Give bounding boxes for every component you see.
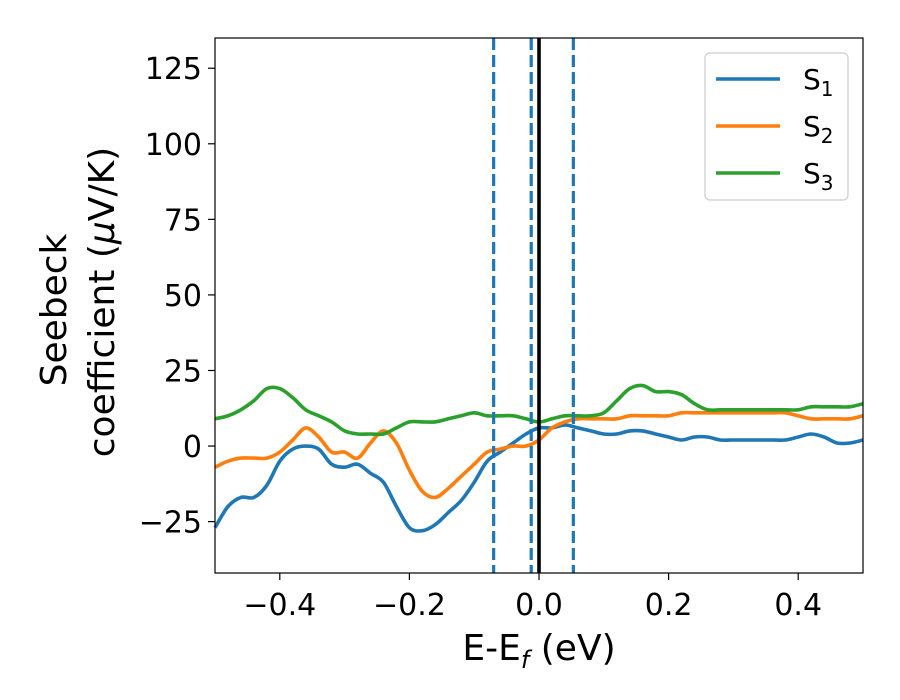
svg-text:coefficient (μV/K): coefficient (μV/K)	[82, 147, 123, 457]
y-axis-label-line1: Seebeck	[34, 233, 75, 386]
svg-text:Seebeck: Seebeck	[34, 233, 75, 386]
y-axis-label-line2-pre: coefficient (	[82, 244, 123, 457]
x-tick-label: 0.2	[645, 588, 693, 623]
vertical-reference-lines	[492, 38, 575, 573]
x-axis-label-main: E-E	[462, 628, 520, 669]
y-tick-label: 75	[164, 203, 202, 238]
y-tick-label: 25	[164, 354, 202, 389]
x-tick-label: 0.0	[515, 588, 563, 623]
y-axis-label-line2-post: V/K)	[82, 147, 123, 221]
x-tick-label: 0.4	[774, 588, 822, 623]
y-axis-label-mu: μ	[82, 221, 123, 245]
y-tick-label: 125	[145, 52, 202, 87]
y-tick-label: −25	[139, 506, 202, 541]
x-axis-ticks: −0.4 −0.2 0.0 0.2 0.4	[243, 573, 822, 623]
x-tick-label: −0.4	[243, 588, 316, 623]
x-tick-label: −0.2	[373, 588, 446, 623]
y-axis-label: Seebeck coefficient (μV/K)	[34, 147, 123, 457]
legend-label-s2: S2	[803, 110, 834, 148]
x-axis-label-unit: (eV)	[529, 628, 615, 669]
legend: S1 S2 S3	[704, 52, 849, 201]
y-tick-label: 50	[164, 279, 202, 314]
y-axis-ticks: −25 0 25 50 75 100 125	[139, 52, 215, 541]
y-tick-label: 100	[145, 128, 202, 163]
x-axis-label: E-Ef (eV)	[462, 628, 615, 674]
y-tick-label: 0	[183, 430, 202, 465]
legend-label-s1: S1	[803, 63, 834, 101]
legend-label-s3: S3	[803, 157, 834, 195]
